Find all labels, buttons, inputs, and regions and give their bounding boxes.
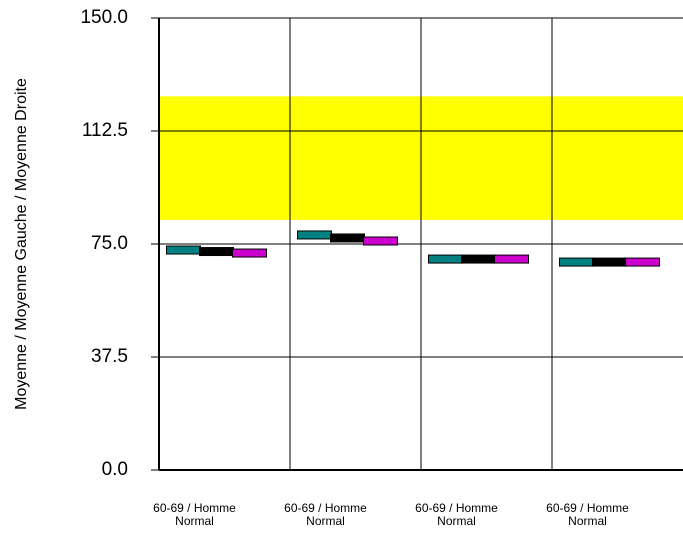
category-label-line1: 60-69 / Homme [284,501,367,515]
bar-marker [625,257,660,267]
bar-marker [166,245,201,255]
grid-layer [159,17,683,470]
category-label-line2: Normal [306,514,345,528]
category-label-line2: Normal [437,514,476,528]
bar-marker [494,254,529,264]
bar-marker [297,230,332,240]
bar-marker [363,236,398,246]
y-ticks-layer: 0.0 37.5 75.0 112.5 150.0 [80,7,159,480]
category-label-line1: 60-69 / Homme [415,501,498,515]
bar-marker [199,247,234,257]
bar-marker [461,254,496,264]
y-tick-label: 112.5 [82,120,128,141]
bar-marker [428,254,463,264]
bar-marker [330,233,365,243]
y-tick-label: 75.0 [91,233,128,254]
bar-marker [232,248,267,258]
y-tick-label: 37.5 [91,346,128,367]
bar-marker [559,257,594,267]
bars-layer [166,230,660,267]
category-label-line2: Normal [568,514,607,528]
y-axis-label: Moyenne / Moyenne Gauche / Moyenne Droit… [13,78,30,410]
category-label-line1: 60-69 / Homme [153,501,236,515]
category-label-line1: 60-69 / Homme [546,501,629,515]
category-label-line2: Normal [175,514,214,528]
bar-marker [592,257,627,267]
y-tick-label: 150.0 [80,7,128,28]
y-tick-label: 0.0 [102,459,128,480]
